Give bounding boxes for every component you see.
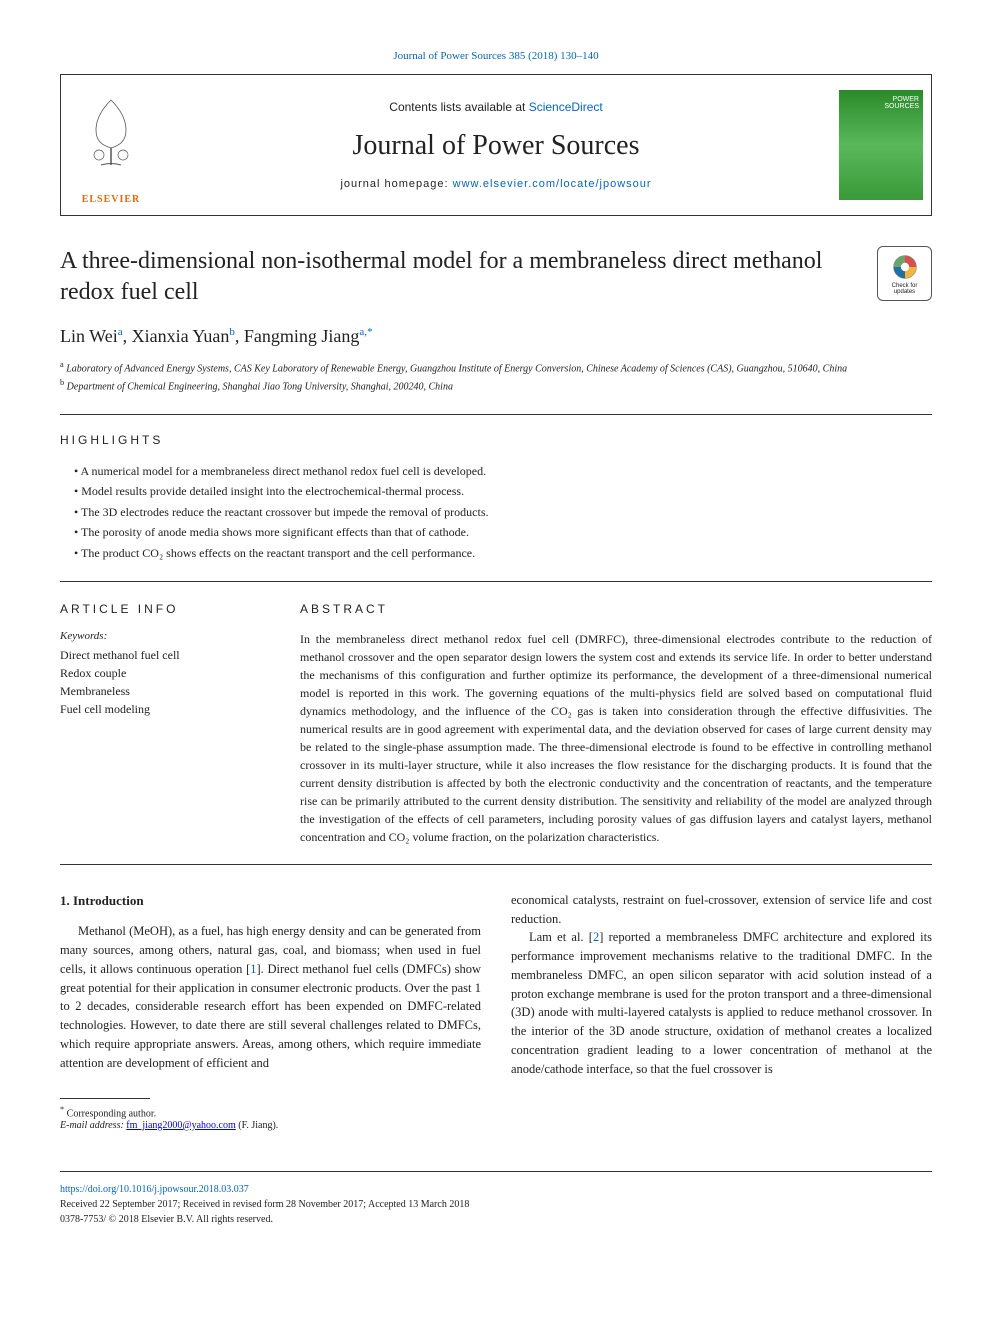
affiliation-b: b Department of Chemical Engineering, Sh… (60, 377, 932, 394)
keyword: Direct methanol fuel cell (60, 646, 260, 664)
info-abstract-row: ARTICLE INFO Keywords: Direct methanol f… (60, 602, 932, 846)
affiliations: a Laboratory of Advanced Energy Systems,… (60, 359, 932, 394)
keywords-label: Keywords: (60, 630, 260, 642)
footer: https://doi.org/10.1016/j.jpowsour.2018.… (60, 1171, 932, 1227)
body-paragraph: economical catalysts, restraint on fuel-… (511, 891, 932, 929)
citation-vol: 385 (2018) 130–140 (509, 50, 599, 62)
highlight-item: The product CO₂ shows effects on the rea… (74, 543, 932, 563)
keyword: Fuel cell modeling (60, 700, 260, 718)
abstract-label: ABSTRACT (300, 602, 932, 616)
author-sep-2: , Fangming Jiang (235, 326, 360, 346)
rule-3 (60, 864, 932, 865)
email-link[interactable]: fm_jiang2000@yahoo.com (126, 1120, 235, 1131)
author-sep-1: , Xianxia Yuan (123, 326, 230, 346)
copyright-line: 0378-7753/ © 2018 Elsevier B.V. All righ… (60, 1212, 932, 1227)
crossmark-icon (891, 253, 919, 281)
sciencedirect-link[interactable]: ScienceDirect (529, 100, 603, 114)
homepage-link[interactable]: www.elsevier.com/locate/jpowsour (453, 178, 652, 190)
article-info-col: ARTICLE INFO Keywords: Direct methanol f… (60, 602, 260, 846)
elsevier-logo: ELSEVIER (61, 75, 161, 215)
author-3-corr[interactable]: * (367, 326, 373, 338)
doi-link[interactable]: https://doi.org/10.1016/j.jpowsour.2018.… (60, 1184, 249, 1195)
cover-thumbnail: POWER SOURCES (831, 75, 931, 215)
highlight-item: The porosity of anode media shows more s… (74, 522, 932, 542)
citation-link[interactable]: Journal of Power Sources 385 (2018) 130–… (393, 50, 598, 62)
elsevier-tree-icon (71, 85, 151, 185)
body-text: ]. Direct methanol fuel cells (DMFCs) sh… (60, 962, 481, 1070)
check-updates-label: Check for updates (882, 283, 927, 295)
check-updates-badge[interactable]: Check for updates (877, 246, 932, 301)
body-row: 1. Introduction Methanol (MeOH), as a fu… (60, 891, 932, 1079)
email-label: E-mail address: (60, 1120, 126, 1131)
citation-journal: Journal of Power Sources (393, 50, 506, 62)
abstract-col: ABSTRACT In the membraneless direct meth… (300, 602, 932, 846)
authors-line: Lin Weia, Xianxia Yuanb, Fangming Jianga… (60, 326, 932, 347)
affiliation-a: a Laboratory of Advanced Energy Systems,… (60, 359, 932, 376)
highlight-item: Model results provide detailed insight i… (74, 481, 932, 501)
corr-email-line: E-mail address: fm_jiang2000@yahoo.com (… (60, 1120, 932, 1131)
keyword: Redox couple (60, 664, 260, 682)
keyword: Membraneless (60, 682, 260, 700)
highlights-list: A numerical model for a membraneless dir… (60, 461, 932, 563)
section-number: 1. (60, 893, 70, 908)
homepage-line: journal homepage: www.elsevier.com/locat… (161, 178, 831, 190)
section-title: Introduction (73, 893, 144, 908)
section-heading: 1. Introduction (60, 891, 481, 911)
body-text: ] reported a membraneless DMFC architect… (511, 930, 932, 1075)
corr-line: * Corresponding author. (60, 1105, 932, 1119)
abstract-text: In the membraneless direct methanol redo… (300, 630, 932, 846)
cover-image: POWER SOURCES (839, 90, 923, 200)
author-3-aff[interactable]: a, (359, 326, 367, 338)
contents-line: Contents lists available at ScienceDirec… (161, 100, 831, 114)
page-root: Journal of Power Sources 385 (2018) 130–… (0, 0, 992, 1257)
journal-header: ELSEVIER Contents lists available at Sci… (60, 74, 932, 216)
top-citation: Journal of Power Sources 385 (2018) 130–… (60, 50, 932, 62)
cover-title-2: SOURCES (884, 103, 919, 110)
corr-marker: * (60, 1105, 64, 1114)
corr-label: Corresponding author. (67, 1109, 156, 1120)
header-center: Contents lists available at ScienceDirec… (161, 75, 831, 215)
correspondence-block: * Corresponding author. E-mail address: … (60, 1098, 932, 1130)
homepage-label: journal homepage: (340, 178, 452, 190)
journal-name: Journal of Power Sources (161, 130, 831, 162)
affiliation-b-text: Department of Chemical Engineering, Shan… (67, 381, 453, 392)
body-col-right: economical catalysts, restraint on fuel-… (511, 891, 932, 1079)
article-header-row: A three-dimensional non-isothermal model… (60, 246, 932, 308)
body-paragraph: Methanol (MeOH), as a fuel, has high ene… (60, 922, 481, 1072)
keywords-list: Direct methanol fuel cell Redox couple M… (60, 646, 260, 718)
rule-2 (60, 581, 932, 582)
received-line: Received 22 September 2017; Received in … (60, 1197, 932, 1212)
highlight-item: The 3D electrodes reduce the reactant cr… (74, 502, 932, 522)
article-title: A three-dimensional non-isothermal model… (60, 246, 840, 308)
contents-text: Contents lists available at (389, 100, 528, 114)
cover-title-1: POWER (884, 96, 919, 103)
rule-1 (60, 414, 932, 415)
elsevier-name: ELSEVIER (71, 194, 151, 205)
highlights-label: HIGHLIGHTS (60, 433, 932, 447)
article-info-label: ARTICLE INFO (60, 602, 260, 616)
corr-rule (60, 1098, 150, 1099)
body-paragraph: Lam et al. [2] reported a membraneless D… (511, 928, 932, 1078)
email-suffix: (F. Jiang). (236, 1120, 279, 1131)
body-text: Lam et al. [ (529, 930, 593, 944)
body-col-left: 1. Introduction Methanol (MeOH), as a fu… (60, 891, 481, 1079)
affiliation-a-text: Laboratory of Advanced Energy Systems, C… (66, 364, 847, 375)
author-1: Lin Wei (60, 326, 118, 346)
highlight-item: A numerical model for a membraneless dir… (74, 461, 932, 481)
